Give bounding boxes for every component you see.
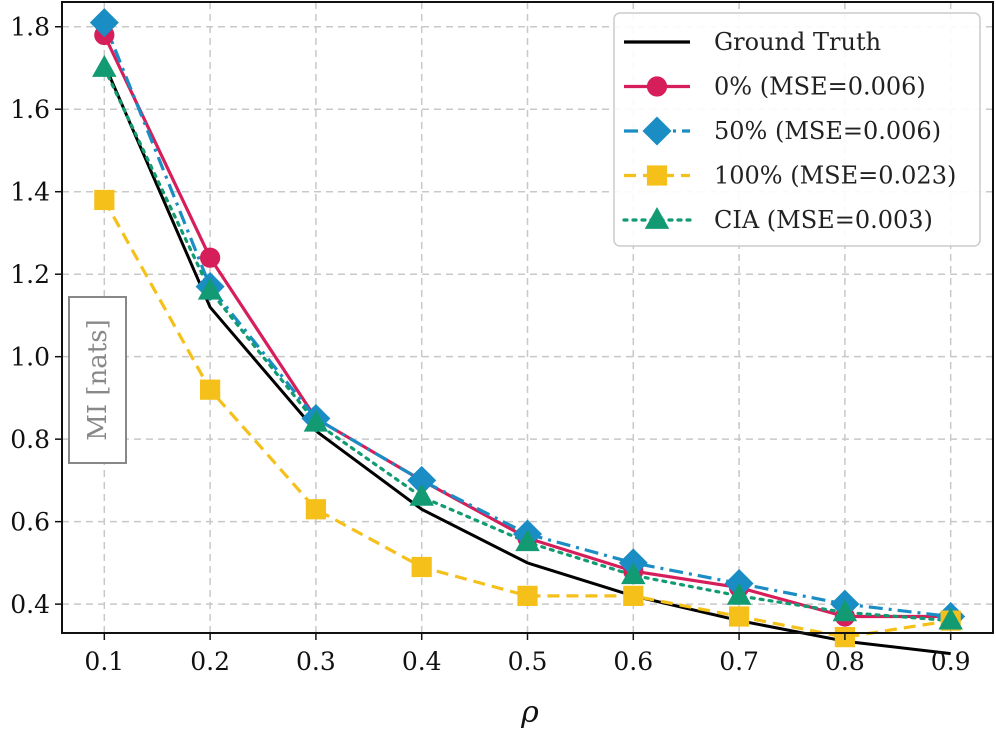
legend-marker-4 bbox=[644, 206, 670, 229]
legend-marker-2 bbox=[642, 116, 672, 146]
y-tick-label: 0.8 bbox=[10, 425, 50, 454]
x-tick-label: 0.5 bbox=[508, 647, 548, 676]
x-tick-label: 0.9 bbox=[931, 647, 971, 676]
axis-ticks: 0.1 0.2 0.3 0.4 0.5 0.6 0.7 0.8 0.9 0.4 0.6 0.8 1.0 1… bbox=[10, 13, 970, 676]
legend-label-4: CIA (MSE=0.003) bbox=[714, 206, 933, 234]
legend: Ground Truth 0% (MSE=0.006) 50% (MSE=0.006… bbox=[613, 12, 981, 247]
data-point bbox=[94, 189, 115, 211]
data-point bbox=[92, 54, 117, 77]
legend-frame bbox=[613, 12, 981, 247]
y-tick-label: 1.0 bbox=[10, 343, 50, 372]
data-point bbox=[621, 562, 646, 585]
x-tick-label: 0.7 bbox=[719, 647, 759, 676]
data-point bbox=[938, 607, 963, 630]
data-point bbox=[89, 8, 119, 38]
y-tick-label: 0.4 bbox=[10, 590, 50, 619]
data-point bbox=[303, 409, 329, 432]
data-point bbox=[305, 499, 327, 520]
y-axis-label: MI [nats] bbox=[83, 319, 113, 440]
data-point bbox=[623, 585, 644, 606]
series-line-0 bbox=[102, 63, 951, 656]
data-point bbox=[726, 582, 752, 605]
y-tick-label: 1.6 bbox=[10, 95, 50, 124]
data-point bbox=[200, 379, 221, 400]
x-tick-label: 0.8 bbox=[825, 647, 865, 676]
series-line-2 bbox=[102, 22, 951, 619]
data-point bbox=[515, 529, 540, 552]
x-tick-label: 0.1 bbox=[84, 647, 124, 676]
data-point bbox=[832, 599, 858, 622]
data-point bbox=[200, 247, 221, 268]
data-point bbox=[728, 606, 750, 627]
x-tick-label: 0.3 bbox=[296, 647, 336, 676]
series-line-3 bbox=[102, 199, 951, 639]
x-tick-label: 0.2 bbox=[190, 647, 230, 676]
data-point bbox=[409, 483, 434, 506]
x-axis-label: ρ bbox=[520, 695, 539, 730]
y-tick-label: 1.2 bbox=[10, 260, 50, 289]
x-tick-label: 0.6 bbox=[613, 647, 653, 676]
y-tick-label: 1.4 bbox=[10, 178, 50, 207]
data-point bbox=[517, 585, 538, 606]
y-axis-label-box: MI [nats] bbox=[68, 296, 127, 464]
legend-marker-3 bbox=[646, 165, 668, 186]
legend-label-1: 0% (MSE=0.006) bbox=[714, 73, 926, 101]
legend-label-3: 100% (MSE=0.023) bbox=[714, 162, 956, 190]
y-tick-label: 0.6 bbox=[10, 508, 50, 537]
data-point bbox=[197, 277, 223, 300]
legend-label-2: 50% (MSE=0.006) bbox=[714, 117, 941, 145]
legend-marker-1 bbox=[646, 76, 668, 97]
legend-label-0: Ground Truth bbox=[714, 28, 881, 56]
data-point bbox=[411, 556, 432, 578]
x-tick-label: 0.4 bbox=[402, 647, 442, 676]
y-tick-label: 1.8 bbox=[10, 13, 50, 42]
